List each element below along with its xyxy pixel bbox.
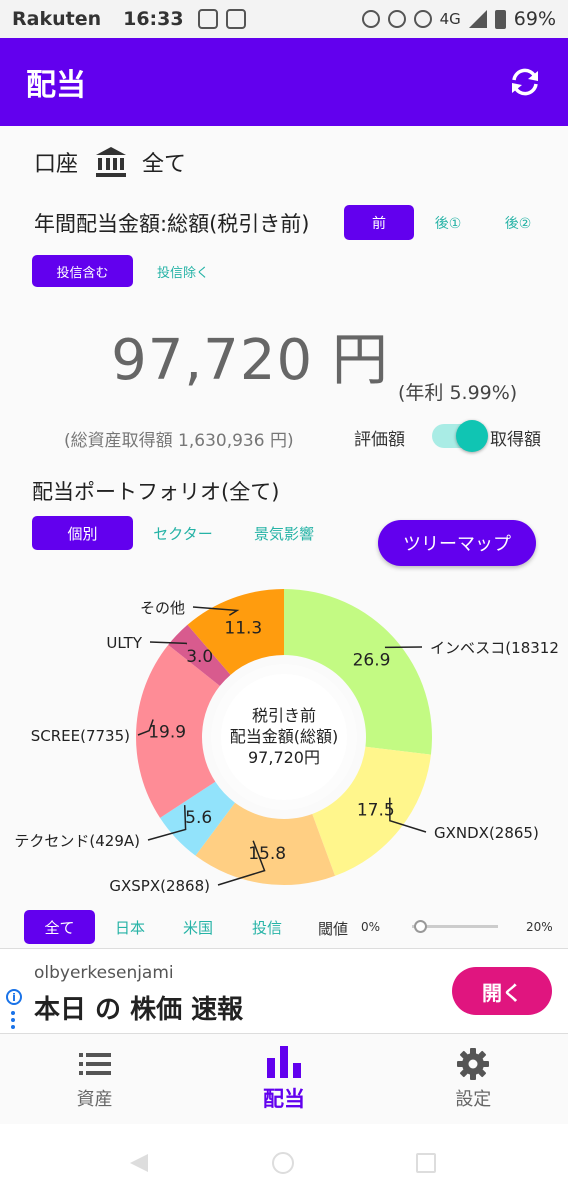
do-not-disturb-icon — [387, 10, 406, 28]
nav-assets-label: 資産 — [76, 1089, 113, 1110]
ad-menu-icon[interactable] — [11, 1011, 17, 1032]
view-economic-tab[interactable]: 景気影響 — [253, 524, 314, 543]
threshold-min: 0% — [361, 920, 381, 934]
callout-line — [389, 797, 427, 833]
view-sector-tab[interactable]: セクター — [153, 524, 213, 543]
region-japan-tab[interactable]: 日本 — [114, 918, 145, 937]
app-bar: 配当 — [0, 38, 568, 126]
dividend-type-label: 年間配当金額:総額(税引き前) — [34, 212, 310, 236]
donut-slice[interactable] — [160, 781, 235, 856]
gear-icon — [457, 1048, 490, 1080]
nav-settings-label: 設定 — [455, 1089, 492, 1110]
system-navigation-bar — [0, 1124, 568, 1199]
region-us-tab[interactable]: 米国 — [182, 918, 213, 937]
refresh-button[interactable] — [508, 65, 542, 99]
bottom-navigation: 資産 配当 設定 — [0, 1034, 568, 1124]
app-notification-icon — [225, 9, 246, 29]
signal-icon — [468, 10, 487, 28]
toggle-knob — [456, 420, 488, 452]
after-tax-1-button[interactable]: 後① — [434, 215, 462, 232]
slice-name-label: GXSPX(2868) — [109, 877, 210, 895]
back-icon[interactable] — [130, 1154, 148, 1172]
refresh-icon — [512, 68, 538, 96]
annual-yield: (年利 5.99%) — [398, 382, 518, 404]
region-funds-tab[interactable]: 投信 — [251, 918, 282, 937]
slice-value-label: 19.9 — [148, 722, 186, 742]
total-dividend-amount: 97,720 円 — [111, 328, 389, 393]
slice-value-label: 17.5 — [357, 801, 395, 821]
account-value: 全て — [142, 152, 187, 177]
carrier-name: Rakuten — [12, 8, 102, 30]
bank-icon — [96, 147, 127, 177]
callout-line — [217, 840, 266, 886]
valuation-toggle[interactable] — [432, 420, 488, 452]
threshold-label: 閾値 — [318, 920, 349, 938]
view-individual-tab[interactable]: 個別 — [32, 516, 133, 550]
acquisition-cost-label: 取得額 — [490, 430, 541, 450]
account-selector[interactable]: 口座 全て — [34, 145, 186, 179]
bar-chart-icon — [266, 1046, 301, 1078]
slice-name-label: ULTY — [106, 634, 142, 652]
ad-banner[interactable]: i olbyerkesenjami 本日 の 株価 速報 開く — [0, 948, 568, 1034]
donut-slice[interactable] — [136, 644, 220, 818]
portfolio-title: 配当ポートフォリオ(全て) — [32, 480, 280, 504]
include-funds-button[interactable]: 投信含む — [32, 255, 133, 287]
list-icon — [78, 1053, 111, 1075]
nav-dividends-label: 配当 — [262, 1087, 305, 1111]
home-icon[interactable] — [272, 1152, 294, 1174]
total-acquisition-cost: (総資産取得額 1,630,936 円) — [64, 431, 294, 451]
donut-slice[interactable] — [195, 802, 336, 885]
rakuten-link-icon — [197, 9, 218, 29]
ad-headline[interactable]: 本日 の 株価 速報 — [34, 995, 244, 1025]
callout-line — [149, 641, 188, 645]
notifications-off-icon — [361, 10, 380, 28]
exclude-funds-button[interactable]: 投信除く — [156, 265, 209, 281]
recents-icon[interactable] — [416, 1153, 436, 1173]
battery-level: 69% — [513, 8, 556, 30]
market-value-label: 評価額 — [354, 430, 405, 450]
slice-value-label: 5.6 — [185, 808, 212, 828]
donut-slice[interactable] — [284, 589, 432, 755]
clock: 16:33 — [123, 8, 184, 30]
center-hole — [221, 674, 347, 800]
slice-name-label: SCREE(7735) — [31, 727, 130, 745]
dividend-donut-chart: 26.9 17.5 15.8 5.6 19.9 3.0 11.3 インベスコ(18312 GX… — [14, 589, 559, 895]
slice-value-label: 15.8 — [248, 844, 286, 864]
battery-icon — [494, 9, 506, 29]
donut-slice[interactable] — [312, 746, 431, 876]
network-type: 4G — [439, 10, 461, 28]
hotspot-icon — [413, 10, 432, 28]
nav-settings[interactable]: 設定 — [379, 1034, 568, 1124]
slice-value-label: 11.3 — [224, 618, 262, 638]
slice-name-label: その他 — [140, 599, 185, 617]
center-line-2: 配当金額(総額) — [230, 727, 339, 746]
threshold-max: 20% — [526, 920, 553, 934]
nav-dividends[interactable]: 配当 — [189, 1034, 378, 1124]
slice-value-label: 3.0 — [186, 647, 213, 667]
slice-name-label: インベスコ(18312 — [430, 639, 559, 657]
slice-value-label: 26.9 — [353, 650, 391, 670]
slice-name-label: GXNDX(2865) — [434, 824, 539, 842]
center-line-1: 税引き前 — [252, 706, 316, 725]
ad-info-icon[interactable]: i — [6, 989, 22, 1005]
status-bar: Rakuten 16:33 4G 69% — [0, 0, 568, 38]
callout-line — [137, 719, 154, 736]
donut-slice[interactable] — [168, 624, 231, 686]
pre-tax-button[interactable]: 前 — [344, 205, 414, 240]
nav-assets[interactable]: 資産 — [0, 1034, 189, 1124]
after-tax-2-button[interactable]: 後② — [504, 215, 532, 232]
ad-source: olbyerkesenjami — [34, 963, 174, 983]
treemap-button[interactable]: ツリーマップ — [378, 520, 536, 566]
threshold-slider[interactable] — [412, 925, 498, 928]
region-all-tab[interactable]: 全て — [24, 910, 95, 944]
account-label: 口座 — [34, 152, 79, 177]
page-title: 配当 — [26, 68, 86, 103]
threshold-slider-thumb[interactable] — [414, 920, 427, 933]
center-line-3: 97,720円 — [248, 748, 320, 767]
callout-line — [192, 606, 240, 616]
ad-open-button[interactable]: 開く — [452, 967, 552, 1015]
slice-name-label: テクセンド(429A) — [14, 832, 140, 850]
callout-line — [147, 805, 187, 841]
donut-slice[interactable] — [187, 589, 284, 675]
